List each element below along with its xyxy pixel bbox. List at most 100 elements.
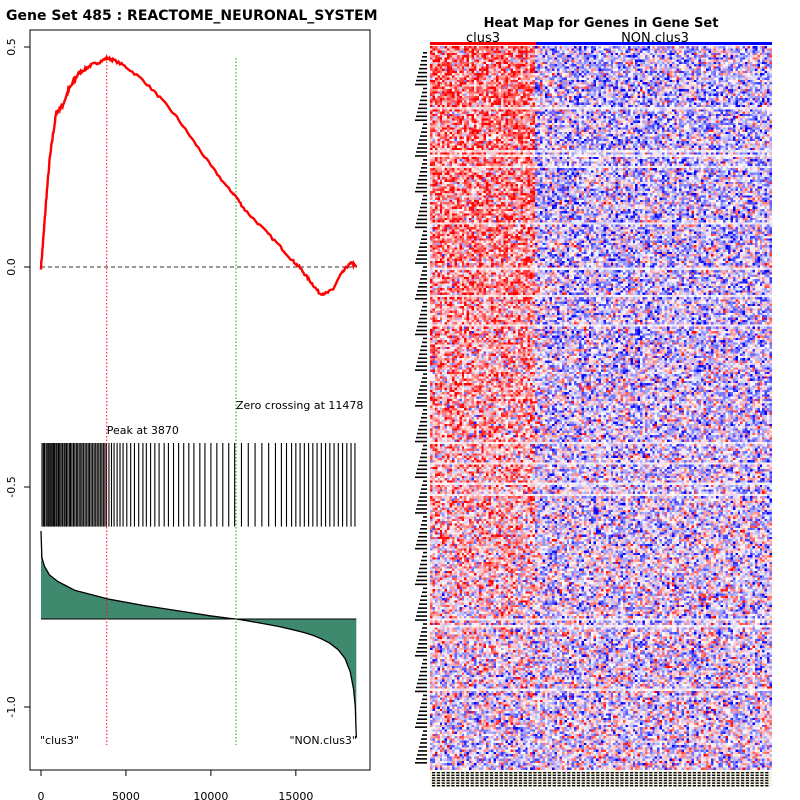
column-label-mark (480, 774, 484, 776)
row-label-mark (421, 131, 427, 133)
column-label-mark (721, 785, 725, 787)
column-label-mark (460, 772, 465, 774)
column-label-mark (726, 782, 730, 784)
column-label-mark (654, 782, 658, 784)
column-label-mark (465, 772, 469, 774)
column-label-mark (596, 785, 600, 787)
column-label-mark (432, 779, 436, 782)
column-label-mark (499, 785, 503, 787)
row-label-mark (416, 579, 427, 582)
column-label-mark (736, 774, 740, 776)
row-label-mark (415, 762, 427, 764)
column-label-mark (760, 779, 764, 782)
column-label-mark (697, 782, 701, 784)
column-label-mark (658, 777, 663, 779)
column-label-mark (460, 785, 465, 787)
row-label-mark (417, 290, 427, 292)
column-label-mark (518, 779, 523, 782)
column-label-mark (475, 777, 479, 779)
row-label-mark (420, 313, 427, 316)
column-label-mark (489, 777, 494, 779)
column-label-mark (591, 785, 595, 787)
row-label-mark (416, 151, 427, 153)
column-label-mark (755, 779, 759, 782)
row-label-mark (419, 603, 427, 605)
row-label-mark (415, 405, 427, 407)
column-label-mark (687, 782, 692, 784)
column-label-mark (620, 777, 624, 779)
row-label-mark (423, 658, 427, 661)
column-label-mark (644, 777, 648, 779)
column-label-mark (610, 782, 614, 784)
column-label-mark (557, 772, 561, 774)
column-label-mark (601, 785, 605, 787)
column-label-mark (489, 785, 494, 787)
column-label-mark (615, 785, 619, 787)
column-label-mark (470, 779, 474, 782)
row-label-mark (423, 516, 427, 518)
column-label-mark (514, 785, 518, 787)
column-label-mark (755, 777, 759, 779)
column-label-mark (605, 779, 610, 782)
column-label-mark (745, 777, 750, 779)
row-label-mark (415, 440, 427, 443)
column-label-mark (572, 774, 576, 776)
column-label-mark (547, 772, 552, 774)
row-label-mark (417, 147, 427, 149)
column-label-mark (716, 774, 721, 776)
column-label-mark (518, 782, 523, 784)
row-label-mark (421, 345, 427, 348)
column-label-mark (470, 782, 474, 784)
row-label-mark (422, 198, 427, 201)
row-label-mark (420, 492, 427, 494)
column-label-mark (543, 785, 547, 787)
column-label-mark (760, 782, 764, 784)
column-label-mark (654, 779, 658, 782)
column-label-mark (610, 772, 614, 774)
column-label-mark (523, 782, 527, 784)
column-label-mark (707, 774, 711, 776)
column-label-mark (625, 785, 629, 787)
column-label-mark (702, 785, 706, 787)
column-label-mark (509, 777, 513, 779)
row-label-mark (416, 79, 427, 82)
column-label-mark (658, 772, 663, 774)
row-label-mark (418, 464, 427, 467)
column-label-mark (673, 779, 677, 782)
column-label-mark (514, 774, 518, 776)
column-label-mark (446, 772, 450, 774)
column-label-mark (567, 785, 571, 787)
column-label-mark (460, 779, 465, 782)
column-label-mark (557, 782, 561, 784)
column-label-mark (562, 772, 566, 774)
column-label-mark (547, 782, 552, 784)
column-label-mark (567, 779, 571, 782)
column-label-mark (615, 772, 619, 774)
column-label-mark (518, 772, 523, 774)
column-label-mark (765, 785, 769, 787)
column-label-mark (432, 774, 436, 776)
column-label-mark (731, 785, 735, 787)
row-label-mark (422, 91, 427, 94)
heatmap-cells (430, 46, 772, 770)
column-label-mark (668, 777, 672, 779)
row-label-mark (422, 163, 427, 165)
column-label-mark (552, 774, 556, 776)
column-label-mark (456, 777, 460, 779)
column-label-mark (639, 772, 643, 774)
column-label-mark (615, 777, 619, 779)
column-label-mark (605, 777, 610, 779)
column-label-mark (509, 774, 513, 776)
row-label-mark (421, 631, 427, 633)
column-label-mark (702, 772, 706, 774)
row-label-mark (416, 615, 427, 617)
column-label-mark (451, 785, 455, 787)
column-label-mark (639, 779, 643, 782)
column-label-mark (480, 779, 484, 782)
column-label-mark (663, 774, 667, 776)
column-label-mark (634, 772, 638, 774)
column-label-mark (576, 785, 581, 787)
row-label-mark (417, 218, 427, 221)
column-label-mark (591, 777, 595, 779)
row-label-mark (415, 619, 427, 621)
